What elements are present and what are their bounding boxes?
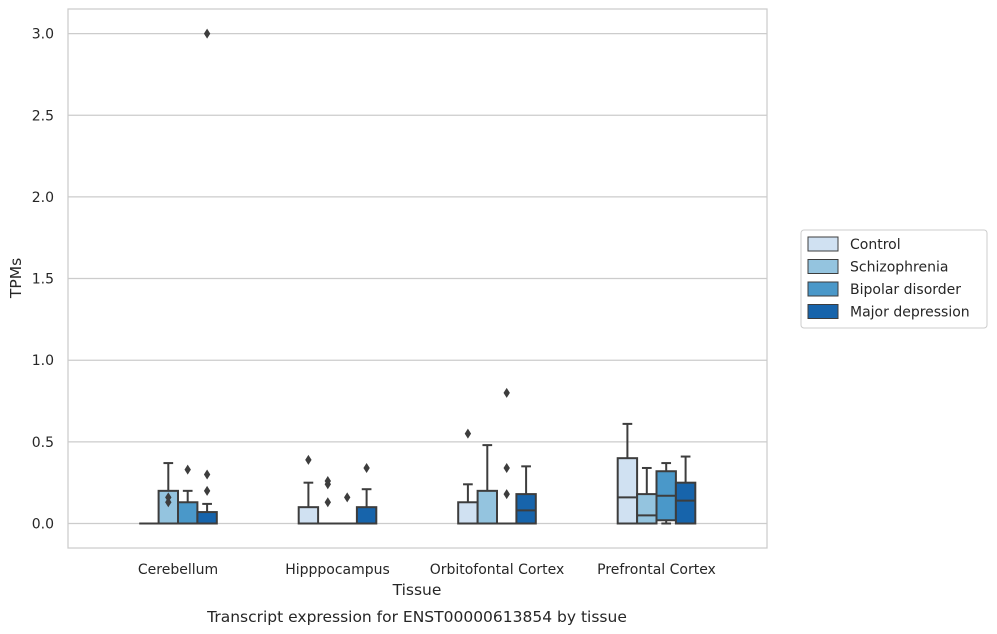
outlier-point (165, 492, 172, 503)
outlier-point (203, 485, 211, 496)
legend-frame (800, 229, 988, 329)
y-tick-label: 0.0 (32, 517, 54, 533)
box-2-0 (457, 428, 479, 525)
legend-swatch (807, 259, 839, 274)
outlier-point (464, 428, 472, 439)
box-2-2 (497, 387, 517, 525)
y-axis-label: TPMs (7, 258, 25, 299)
legend-label: Bipolar disorder (850, 282, 961, 298)
legend-label: Control (850, 237, 901, 253)
legend-item: Control (807, 236, 901, 253)
box-body (616, 457, 639, 525)
box-body (476, 489, 499, 525)
box-2-3 (515, 465, 537, 525)
box-3-0 (616, 422, 639, 525)
y-tick-label: 2.0 (32, 190, 54, 206)
box-body (196, 511, 218, 525)
legend-item: Bipolar disorder (807, 281, 961, 298)
legend-label: Major depression (850, 305, 970, 321)
box-1-2 (337, 492, 357, 525)
legend-swatch (807, 304, 839, 319)
legend-items: Control Schizophrenia Bipolar disorder Majo… (807, 236, 970, 321)
y-tick-label: 2.5 (32, 108, 54, 124)
box-body (457, 501, 479, 525)
box-body (674, 481, 697, 525)
y-tick-label: 0.5 (32, 435, 54, 451)
legend: Control Schizophrenia Bipolar disorder Majo… (800, 229, 988, 329)
outlier-point (503, 462, 510, 473)
box-3-2 (655, 462, 677, 525)
x-axis-label: Tissue (392, 581, 442, 599)
legend-label: Schizophrenia (850, 260, 948, 276)
legend-item: Major depression (807, 304, 970, 321)
box-3-1 (636, 466, 658, 525)
box-1-0 (297, 454, 320, 525)
x-tick-labels: Cerebellum Hipppocampus Orbitofontal Corte… (138, 562, 716, 578)
box-groups (139, 28, 697, 525)
outlier-point (203, 28, 211, 39)
box-1-1 (318, 476, 338, 525)
outlier-point (184, 464, 191, 475)
x-tick-label: Cerebellum (138, 562, 218, 578)
legend-swatch (807, 236, 839, 252)
chart-caption: Transcript expression for ENST0000061385… (206, 608, 627, 626)
legend-item: Schizophrenia (807, 259, 948, 276)
box-0-1 (157, 462, 180, 525)
box-body (355, 506, 378, 525)
box-1-3 (355, 462, 378, 525)
y-tick-label: 1.0 (32, 353, 54, 369)
box-body (636, 493, 658, 525)
x-tick-label: Orbitofontal Cortex (430, 562, 565, 578)
legend-swatch (807, 281, 839, 297)
box-body (297, 506, 320, 525)
x-tick-label: Prefrontal Cortex (597, 562, 716, 578)
outlier-point (363, 462, 370, 473)
box-body (177, 501, 199, 525)
outlier-point (344, 492, 351, 503)
x-tick-label: Hipppocampus (285, 562, 390, 578)
outlier-point (503, 387, 510, 398)
y-tick-label: 3.0 (32, 27, 54, 43)
y-tick-label: 1.5 (32, 272, 54, 288)
box-body (515, 493, 537, 525)
outlier-point (203, 469, 211, 480)
box-2-1 (476, 444, 499, 525)
outlier-point (324, 497, 331, 508)
outlier-point (324, 476, 331, 487)
outlier-point (305, 454, 312, 465)
box-3-3 (674, 455, 697, 525)
outlier-point (503, 489, 510, 500)
plot-frame (67, 8, 768, 549)
y-tick-labels: 0.0 0.5 1.0 1.5 2.0 2.5 3.0 (32, 27, 54, 533)
box-0-3 (196, 28, 218, 525)
